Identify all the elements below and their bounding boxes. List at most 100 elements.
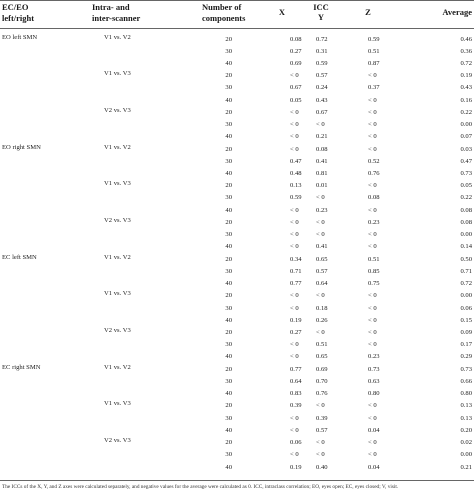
header-x: X: [278, 7, 286, 17]
z-cell: 0.51: [368, 255, 380, 263]
z-cell: < 0: [368, 414, 377, 422]
y-cell: 0.57: [316, 426, 328, 434]
x-cell: < 0: [290, 451, 299, 459]
z-cell: 0.73: [368, 365, 380, 373]
z-cell: 0.76: [368, 170, 380, 178]
y-cell: < 0: [316, 439, 325, 447]
average-cell: 0.07: [460, 133, 472, 141]
z-cell: < 0: [368, 304, 377, 312]
x-cell: 0.34: [290, 255, 302, 263]
components-cell: 20: [225, 72, 232, 80]
average-cell: 0.06: [460, 304, 472, 312]
y-cell: 0.40: [316, 463, 328, 471]
average-cell: 0.36: [460, 47, 472, 55]
header-comparison-line2: inter-scanner: [92, 12, 141, 23]
comparison-label: V1 vs. V2: [104, 363, 131, 371]
average-cell: 0.47: [460, 157, 472, 165]
y-cell: 0.24: [316, 84, 328, 92]
y-cell: < 0: [316, 451, 325, 459]
z-cell: 0.23: [368, 353, 380, 361]
components-cell: 30: [225, 121, 232, 129]
y-cell: < 0: [316, 121, 325, 129]
x-cell: < 0: [290, 133, 299, 141]
z-cell: 0.52: [368, 157, 380, 165]
x-cell: 0.08: [290, 35, 302, 43]
z-cell: 0.59: [368, 35, 380, 43]
header-group-line2: left/right: [2, 12, 35, 23]
z-cell: 0.85: [368, 267, 380, 275]
comparison-label: V2 vs. V3: [104, 106, 131, 114]
x-cell: 0.69: [290, 59, 302, 67]
average-cell: 0.13: [460, 402, 472, 410]
z-cell: 0.23: [368, 218, 380, 226]
x-cell: < 0: [290, 72, 299, 80]
average-cell: 0.16: [460, 96, 472, 104]
z-cell: 0.80: [368, 390, 380, 398]
x-cell: 0.06: [290, 439, 302, 447]
y-cell: < 0: [316, 402, 325, 410]
y-cell: 0.59: [316, 59, 328, 67]
components-cell: 20: [225, 35, 232, 43]
y-cell: < 0: [316, 292, 325, 300]
average-cell: 0.73: [460, 365, 472, 373]
z-cell: < 0: [368, 206, 377, 214]
average-cell: 0.72: [460, 280, 472, 288]
z-cell: < 0: [368, 316, 377, 324]
y-cell: 0.39: [316, 414, 328, 422]
components-cell: 20: [225, 439, 232, 447]
x-cell: < 0: [290, 243, 299, 251]
header-y: Y: [317, 12, 325, 22]
z-cell: < 0: [368, 243, 377, 251]
z-cell: 0.87: [368, 59, 380, 67]
comparison-label: V1 vs. V3: [104, 180, 131, 188]
x-cell: < 0: [290, 341, 299, 349]
components-cell: 20: [225, 292, 232, 300]
z-cell: 0.37: [368, 84, 380, 92]
components-cell: 40: [225, 96, 232, 104]
components-cell: 30: [225, 377, 232, 385]
average-cell: 0.66: [460, 377, 472, 385]
average-cell: 0.08: [460, 218, 472, 226]
header-rule-top: [0, 0, 474, 1]
average-cell: 0.22: [460, 108, 472, 116]
z-cell: 0.75: [368, 280, 380, 288]
y-cell: < 0: [316, 231, 325, 239]
average-cell: 0.22: [460, 194, 472, 202]
z-cell: < 0: [368, 133, 377, 141]
y-cell: 0.64: [316, 280, 328, 288]
components-cell: 40: [225, 353, 232, 361]
components-cell: 30: [225, 84, 232, 92]
components-cell: 40: [225, 206, 232, 214]
average-cell: 0.00: [460, 231, 472, 239]
average-cell: 0.05: [460, 182, 472, 190]
components-cell: 20: [225, 255, 232, 263]
y-cell: 0.57: [316, 72, 328, 80]
z-cell: 0.63: [368, 377, 380, 385]
average-cell: 0.43: [460, 84, 472, 92]
average-cell: 0.03: [460, 145, 472, 153]
x-cell: 0.71: [290, 267, 302, 275]
components-cell: 30: [225, 304, 232, 312]
x-cell: < 0: [290, 121, 299, 129]
average-cell: 0.02: [460, 439, 472, 447]
average-cell: 0.00: [460, 121, 472, 129]
components-cell: 30: [225, 194, 232, 202]
y-cell: 0.31: [316, 47, 328, 55]
header-z: Z: [365, 7, 371, 17]
header-average: Average: [442, 7, 472, 17]
components-cell: 40: [225, 280, 232, 288]
components-cell: 20: [225, 108, 232, 116]
components-cell: 40: [225, 243, 232, 251]
components-cell: 20: [225, 218, 232, 226]
components-cell: 30: [225, 341, 232, 349]
average-cell: 0.71: [460, 267, 472, 275]
components-cell: 30: [225, 267, 232, 275]
x-cell: < 0: [290, 231, 299, 239]
x-cell: 0.13: [290, 182, 302, 190]
group-label: EO right SMN: [2, 143, 41, 151]
x-cell: < 0: [290, 304, 299, 312]
header-components-line1: Number of: [202, 2, 242, 12]
z-cell: 0.08: [368, 194, 380, 202]
x-cell: 0.59: [290, 194, 302, 202]
z-cell: < 0: [368, 72, 377, 80]
